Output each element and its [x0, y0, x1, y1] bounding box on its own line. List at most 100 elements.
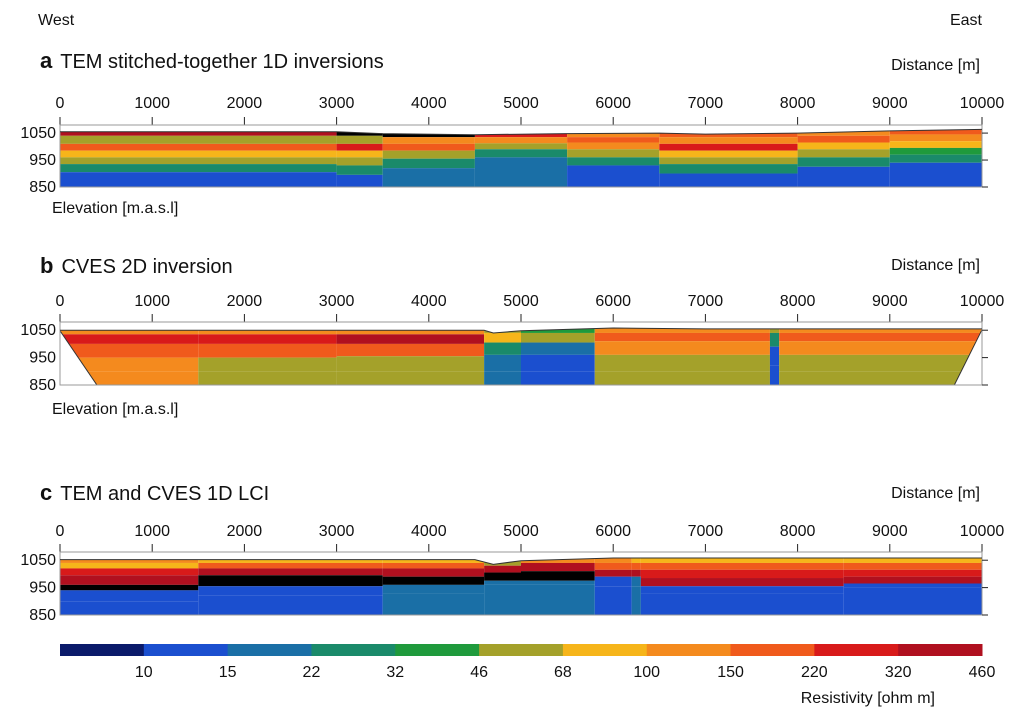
resistivity-cell [198, 568, 383, 576]
x-tick-label: 4000 [411, 523, 447, 540]
colorbar-tick-label: 22 [303, 664, 321, 681]
resistivity-cell [889, 147, 982, 155]
x-tick-label: 8000 [780, 523, 816, 540]
x-tick-label: 2000 [227, 95, 263, 112]
resistivity-cell [779, 332, 982, 342]
resistivity-cell [631, 569, 641, 577]
x-tick-label: 3000 [319, 293, 355, 310]
resistivity-cell [640, 578, 844, 587]
x-tick-label: 2000 [227, 523, 263, 540]
x-tick-label: 8000 [780, 95, 816, 112]
resistivity-cell [797, 157, 890, 167]
resistivity-cell [797, 149, 890, 158]
resistivity-cell [60, 558, 199, 563]
resistivity-cell [198, 558, 383, 563]
colorbar-swatch [814, 644, 899, 656]
resistivity-cell [779, 354, 982, 372]
west-label: West [38, 12, 75, 29]
resistivity-section [60, 558, 982, 615]
resistivity-cell [797, 166, 890, 187]
resistivity-cell [60, 129, 337, 136]
resistivity-cell [60, 562, 199, 569]
resistivity-cell [567, 142, 660, 150]
panel-letter: c [40, 480, 52, 505]
colorbar-swatch [227, 644, 312, 656]
resistivity-cell [60, 334, 199, 344]
resistivity-cell [594, 354, 770, 372]
resistivity-section [60, 129, 982, 187]
resistivity-cell [60, 357, 199, 372]
resistivity-cell [382, 137, 475, 144]
resistivity-cell [484, 354, 521, 372]
x-tick-label: 0 [56, 95, 65, 112]
panel-title-text: TEM stitched-together 1D inversions [60, 51, 383, 73]
resistivity-cell [521, 584, 595, 615]
panel-c: c TEM and CVES 1D LCI Distance [m] 0 1000 200… [20, 480, 1004, 624]
resistivity-cell [631, 562, 641, 570]
resistivity-cell [567, 137, 660, 143]
resistivity-cell [60, 575, 199, 585]
resistivity-cell [336, 174, 383, 187]
resistivity-cell [336, 143, 383, 151]
resistivity-cell [769, 365, 780, 385]
resistivity-cell [889, 129, 982, 135]
colorbar-swatch [898, 644, 983, 656]
resistivity-cell [594, 586, 632, 615]
x-tick-label: 0 [56, 523, 65, 540]
resistivity-cell [521, 342, 595, 355]
resistivity-cell [198, 562, 383, 569]
resistivity-cell [889, 141, 982, 148]
y-tick-label: 850 [29, 377, 56, 394]
resistivity-cell [521, 332, 595, 343]
x-tick-label: 1000 [134, 95, 170, 112]
resistivity-cell [484, 328, 521, 333]
x-tick-label: 6000 [595, 523, 631, 540]
resistivity-cell [594, 332, 770, 342]
x-tick-label: 10000 [960, 523, 1005, 540]
resistivity-cell [382, 584, 485, 594]
resistivity-cell [594, 371, 770, 385]
colorbar: 10 15 22 32 46 68 100 150 220 320 460 Resistivity [… [60, 644, 995, 707]
resistivity-cell [521, 371, 595, 385]
x-tick-label: 4000 [411, 95, 447, 112]
x-tick-label: 5000 [503, 95, 539, 112]
ground-surface-line [60, 557, 982, 565]
resistivity-cell [60, 343, 199, 358]
resistivity-cell [198, 343, 337, 358]
x-tick-label: 5000 [503, 523, 539, 540]
panel-frame [59, 321, 983, 386]
resistivity-cell [769, 332, 780, 347]
resistivity-cell [198, 328, 337, 335]
resistivity-cell [567, 157, 660, 166]
resistivity-cell [594, 569, 632, 577]
resistivity-cell [659, 157, 798, 165]
resistivity-cell [843, 587, 982, 615]
colorbar-swatch [646, 644, 732, 656]
resistivity-cell [382, 150, 475, 159]
resistivity-cell [336, 356, 485, 372]
resistivity-cell [843, 558, 982, 563]
panel-title-text: TEM and CVES 1D LCI [60, 483, 269, 505]
resistivity-cell [889, 134, 982, 142]
resistivity-cell [382, 593, 485, 615]
resistivity-cell [198, 371, 337, 385]
panel-a-title: a TEM stitched-together 1D inversions [40, 48, 384, 73]
resistivity-cell [640, 562, 844, 570]
resistivity-cell [484, 342, 521, 355]
x-tick-label: 6000 [595, 293, 631, 310]
panels: a TEM stitched-together 1D inversions Dist… [20, 48, 1004, 624]
resistivity-cell [640, 586, 844, 594]
x-tick-label: 1000 [134, 293, 170, 310]
resistivity-cell [60, 135, 337, 144]
resistivity-cell [631, 586, 641, 615]
y-tick-label: 950 [29, 152, 56, 169]
x-tick-label: 7000 [688, 293, 724, 310]
x-tick-label: 10000 [960, 293, 1005, 310]
resistivity-cell [336, 343, 485, 357]
resistivity-cell [484, 580, 521, 585]
colorbar-tick-label: 100 [633, 664, 660, 681]
x-axis-label: Distance [m] [891, 485, 980, 502]
y-tick-label: 850 [29, 607, 56, 624]
colorbar-tick-label: 46 [470, 664, 488, 681]
